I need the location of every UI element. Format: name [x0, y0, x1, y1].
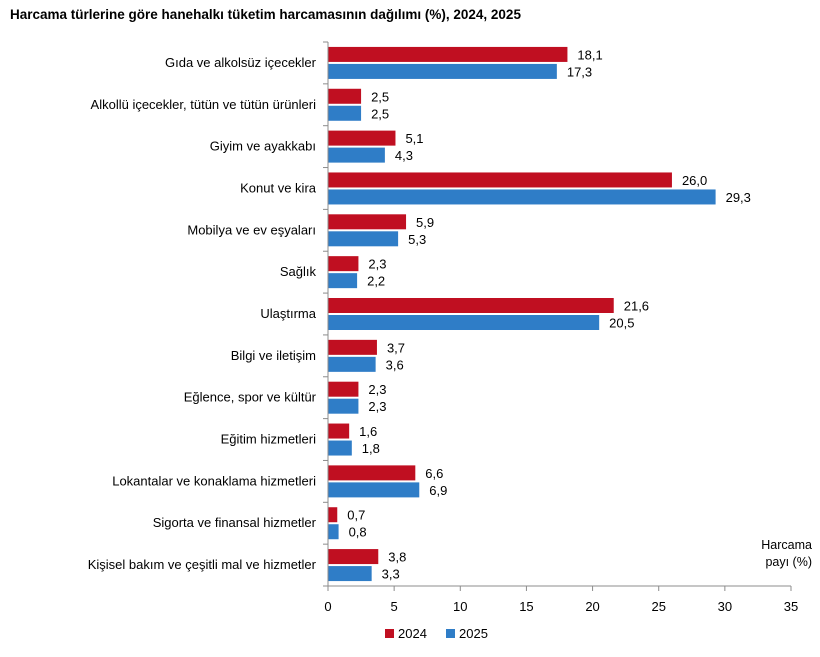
x-axis-label-line2: payı (%)	[765, 555, 812, 569]
bar-2025	[328, 482, 420, 498]
bar-2024	[328, 46, 568, 62]
x-tick-label: 0	[324, 599, 331, 614]
bar-2025	[328, 273, 358, 289]
data-label: 1,8	[362, 441, 380, 456]
category-labels: Gıda ve alkolsüz içecekler Alkollü içecek…	[88, 55, 317, 572]
bar-2024	[328, 549, 379, 565]
x-tick-label: 30	[718, 599, 732, 614]
data-label: 21,6	[624, 299, 649, 314]
axes-layer: 0 5 10 15 20 25 30 35 Harcama payı (%)	[323, 41, 812, 614]
bar-2024	[328, 339, 377, 355]
bar-2025	[328, 315, 600, 330]
bar-2025	[328, 440, 352, 456]
bars-layer: 18,1 17,3 2,5 2,5 5,1 4,3 26,0 29,3 5,9 5,3 2,3 2,2…	[328, 46, 751, 582]
category-label: Giyim ve ayakkabı	[210, 139, 316, 154]
data-label: 2,3	[368, 257, 386, 272]
category-label: Lokantalar ve konaklama hizmetleri	[112, 473, 316, 488]
data-label: 0,8	[349, 525, 367, 540]
category-label: Bilgi ve iletişim	[231, 348, 316, 363]
data-label: 5,9	[416, 215, 434, 230]
category-label: Alkollü içecekler, tütün ve tütün ürünle…	[91, 97, 317, 112]
bar-2024	[328, 172, 672, 188]
data-label: 2,3	[368, 399, 386, 414]
data-label: 5,3	[408, 232, 426, 247]
data-label: 6,9	[429, 483, 447, 498]
bar-2025	[328, 566, 372, 582]
legend-swatch-2025	[446, 629, 455, 638]
x-tick-label: 10	[453, 599, 467, 614]
data-label: 3,3	[382, 567, 400, 582]
legend-label-2025: 2025	[459, 626, 488, 641]
legend-swatch-2024	[385, 629, 394, 638]
x-tick-label: 15	[519, 599, 533, 614]
bar-2024	[328, 256, 359, 272]
category-label: Sağlık	[280, 264, 317, 279]
legend: 2024 2025	[385, 626, 488, 641]
bar-2024	[328, 130, 396, 146]
data-label: 29,3	[726, 190, 751, 205]
data-label: 3,6	[386, 357, 404, 372]
data-label: 2,5	[371, 89, 389, 104]
data-label: 1,6	[359, 424, 377, 439]
data-label: 17,3	[567, 64, 592, 79]
data-label: 3,7	[387, 340, 405, 355]
category-label: Ulaştırma	[260, 306, 316, 321]
bar-2024	[328, 298, 614, 313]
bar-2024	[328, 88, 362, 104]
data-label: 5,1	[405, 131, 423, 146]
data-label: 3,8	[388, 550, 406, 565]
bar-2025	[328, 356, 376, 372]
x-tick-label: 35	[784, 599, 798, 614]
data-label: 6,6	[425, 466, 443, 481]
bar-2025	[328, 189, 716, 205]
x-axis-label-line1: Harcama	[761, 538, 812, 552]
bar-2025	[328, 63, 557, 79]
bar-2024	[328, 507, 338, 523]
data-label: 26,0	[682, 173, 707, 188]
bar-2024	[328, 214, 407, 230]
category-label: Gıda ve alkolsüz içecekler	[165, 55, 317, 70]
data-label: 4,3	[395, 148, 413, 163]
data-label: 18,1	[577, 47, 602, 62]
bar-2024	[328, 423, 350, 439]
bar-2024	[328, 381, 359, 397]
category-label: Mobilya ve ev eşyaları	[187, 222, 316, 237]
data-label: 2,2	[367, 274, 385, 289]
category-label: Konut ve kira	[240, 180, 317, 195]
data-label: 2,5	[371, 106, 389, 121]
bar-2025	[328, 398, 359, 414]
x-tick-label: 25	[651, 599, 665, 614]
bar-2025	[328, 147, 385, 163]
category-label: Eğlence, spor ve kültür	[184, 390, 317, 405]
category-label: Kişisel bakım ve çeşitli mal ve hizmetle…	[88, 557, 317, 572]
legend-label-2024: 2024	[398, 626, 427, 641]
data-label: 0,7	[347, 508, 365, 523]
bar-2025	[328, 524, 339, 540]
category-label: Sigorta ve finansal hizmetler	[153, 515, 317, 530]
x-tick-label: 20	[585, 599, 599, 614]
data-label: 2,3	[368, 382, 386, 397]
chart-title: Harcama türlerine göre hanehalkı tüketim…	[10, 7, 521, 22]
bar-2025	[328, 231, 399, 247]
category-label: Eğitim hizmetleri	[221, 432, 316, 447]
bar-2025	[328, 105, 362, 121]
data-label: 20,5	[609, 316, 634, 331]
x-tick-label: 5	[391, 599, 398, 614]
bar-2024	[328, 465, 416, 481]
